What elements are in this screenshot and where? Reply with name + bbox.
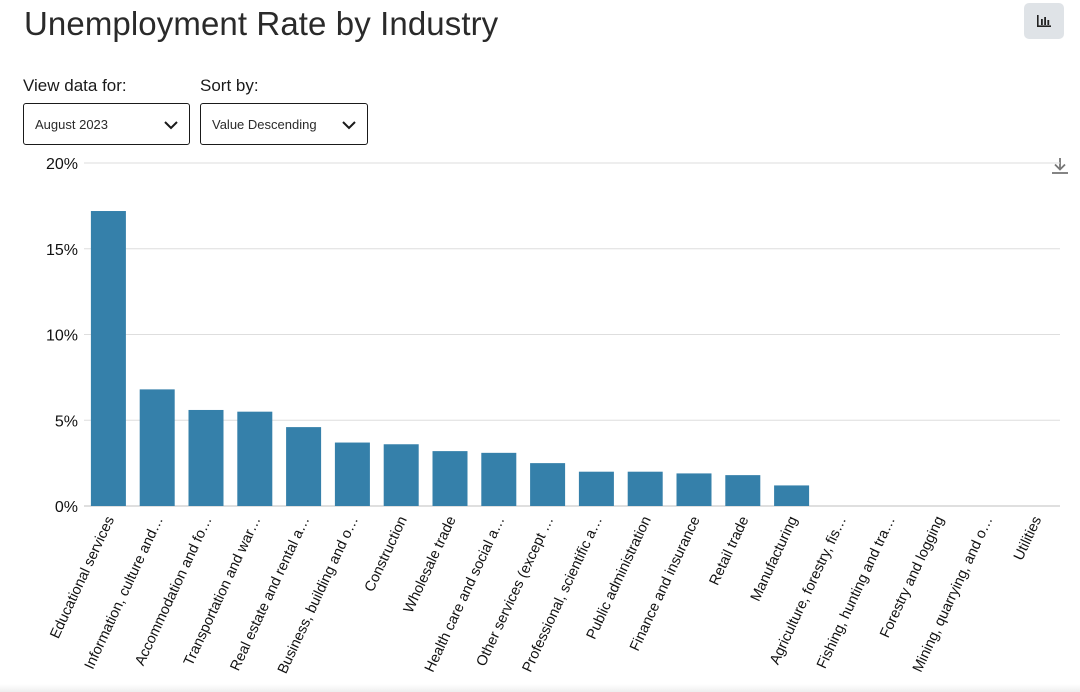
x-category-label: Construction bbox=[362, 514, 411, 595]
bar[interactable] bbox=[676, 473, 712, 506]
gridlines bbox=[84, 162, 1060, 507]
chevron-down-icon bbox=[342, 121, 356, 130]
bar-chart-icon bbox=[1037, 15, 1051, 27]
x-category-label: Manufacturing bbox=[748, 514, 801, 604]
bar[interactable] bbox=[774, 485, 810, 506]
bar[interactable] bbox=[725, 475, 761, 506]
x-category-label: Wholesale trade bbox=[401, 514, 460, 616]
y-tick-label: 0% bbox=[55, 499, 78, 516]
bars bbox=[90, 211, 810, 506]
y-axis-ticks: 0% 5% 10% 15% 20% bbox=[46, 156, 78, 516]
bar[interactable] bbox=[578, 471, 614, 506]
view-data-label: View data for: bbox=[23, 76, 127, 95]
sort-by-value: Value Descending bbox=[212, 117, 317, 132]
chart-view-toggle-button[interactable] bbox=[1024, 3, 1064, 39]
bar[interactable] bbox=[188, 409, 224, 506]
bar[interactable] bbox=[139, 389, 175, 506]
x-category-label: Retail trade bbox=[707, 514, 753, 588]
bar[interactable] bbox=[530, 463, 566, 506]
bar[interactable] bbox=[627, 471, 663, 506]
x-category-label: Utilities bbox=[1011, 514, 1045, 563]
bar[interactable] bbox=[237, 411, 273, 506]
bar[interactable] bbox=[383, 444, 419, 506]
bottom-edge bbox=[0, 684, 1080, 692]
view-data-value: August 2023 bbox=[35, 117, 109, 132]
sort-by-select[interactable]: Value Descending bbox=[200, 103, 368, 145]
page-title: Unemployment Rate by Industry bbox=[24, 5, 499, 42]
bar[interactable] bbox=[432, 451, 468, 506]
y-tick-label: 5% bbox=[55, 413, 78, 430]
bar[interactable] bbox=[481, 452, 517, 506]
view-data-select[interactable]: August 2023 bbox=[23, 103, 190, 145]
bar[interactable] bbox=[334, 442, 370, 506]
sort-by-label: Sort by: bbox=[200, 76, 259, 95]
bar[interactable] bbox=[90, 211, 126, 506]
y-tick-label: 15% bbox=[46, 242, 78, 259]
y-tick-label: 20% bbox=[46, 156, 78, 173]
bar[interactable] bbox=[286, 427, 322, 506]
chevron-down-icon bbox=[164, 121, 178, 130]
y-tick-label: 10% bbox=[46, 328, 78, 345]
